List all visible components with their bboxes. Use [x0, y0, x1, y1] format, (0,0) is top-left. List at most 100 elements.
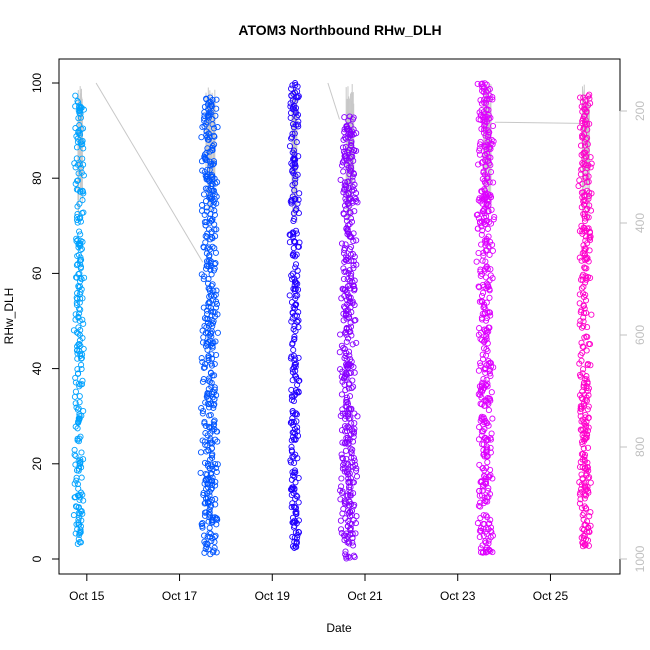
data-point [76, 317, 83, 324]
data-point [476, 533, 483, 541]
data-point [577, 309, 584, 316]
data-point [339, 406, 346, 413]
data-point [484, 445, 491, 452]
data-point [486, 294, 493, 301]
data-point [199, 327, 206, 334]
data-point [486, 370, 493, 377]
right-axis: 200 400 600 800 1000 [619, 101, 647, 572]
data-point [205, 447, 212, 454]
data-point [211, 245, 218, 252]
data-point [343, 394, 350, 401]
data-point [478, 159, 485, 166]
data-point [479, 465, 486, 472]
data-point [213, 464, 220, 471]
data-point [212, 291, 219, 298]
data-point [203, 324, 210, 331]
data-point [488, 430, 495, 437]
data-point [586, 247, 593, 254]
data-point [580, 419, 587, 426]
data-point [347, 215, 355, 222]
data-point [480, 252, 487, 259]
data-point [76, 399, 83, 406]
data-point [211, 386, 218, 393]
data-point [80, 345, 87, 352]
data-point [580, 124, 587, 131]
data-point [290, 524, 298, 531]
data-point [210, 404, 217, 411]
data-point [212, 112, 219, 119]
data-point [587, 509, 594, 516]
data-point [585, 385, 592, 392]
data-point [213, 200, 220, 207]
data-point [341, 152, 348, 160]
data-point [291, 278, 298, 285]
data-point [350, 516, 357, 524]
data-point [351, 410, 358, 417]
data-point [207, 217, 215, 224]
data-point [475, 436, 483, 443]
data-point [476, 147, 483, 154]
data-point [206, 465, 213, 472]
data-point [477, 514, 484, 522]
data-point [77, 528, 84, 535]
data-point [482, 317, 490, 324]
data-point [343, 468, 350, 475]
data-point [487, 466, 494, 473]
data-point [207, 503, 214, 511]
data-point [73, 262, 80, 269]
data-point [583, 108, 590, 115]
data-point [343, 338, 350, 345]
data-point [584, 187, 591, 194]
data-point [77, 295, 84, 302]
data-point [484, 494, 491, 501]
data-point [347, 525, 354, 532]
data-point [288, 448, 296, 455]
data-point [478, 81, 485, 88]
data-point [206, 299, 213, 306]
data-point [583, 347, 590, 354]
data-point [74, 290, 81, 297]
right-tick-label: 1000 [633, 545, 647, 572]
data-point [294, 267, 301, 274]
data-point [347, 492, 354, 499]
data-point [483, 512, 490, 519]
data-point [290, 419, 297, 426]
data-point [348, 165, 355, 172]
data-point [348, 132, 355, 139]
data-point [208, 439, 215, 446]
data-point [345, 178, 352, 185]
data-point [490, 216, 497, 223]
data-point [478, 428, 485, 435]
data-point [207, 109, 214, 116]
data-point [475, 367, 482, 374]
data-point [199, 522, 206, 530]
data-point [293, 389, 300, 396]
data-point [354, 413, 361, 420]
data-point [586, 91, 593, 98]
data-point [296, 190, 303, 197]
data-point [585, 258, 592, 265]
data-point [341, 185, 348, 192]
data-point [72, 400, 79, 407]
data-point [73, 133, 80, 140]
data-point [582, 536, 590, 543]
data-point [75, 504, 82, 511]
data-point [200, 489, 207, 497]
y-axis: 0 20 40 60 80 100 [30, 73, 60, 562]
data-point [76, 341, 83, 348]
data-point [579, 512, 586, 519]
data-point [79, 197, 86, 204]
data-point [348, 139, 355, 147]
data-point [345, 222, 352, 229]
data-point [344, 507, 352, 514]
data-point [353, 465, 360, 472]
data-point [341, 468, 348, 475]
data-point [295, 324, 302, 331]
data-point [581, 334, 588, 341]
data-point [289, 161, 296, 168]
data-point [292, 495, 299, 502]
data-point [198, 271, 205, 278]
x-axis: Oct 15 Oct 17 Oct 19 Oct 21 Oct 23 Oct 25 [69, 573, 568, 603]
data-point [337, 496, 344, 503]
data-point [76, 283, 84, 290]
